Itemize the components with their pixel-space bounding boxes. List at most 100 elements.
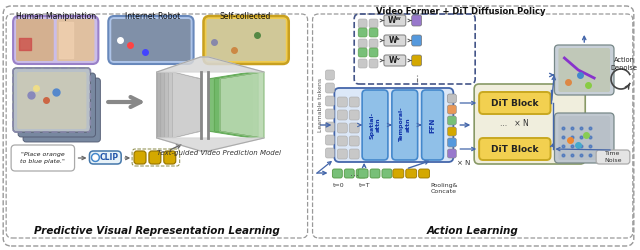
FancyBboxPatch shape — [559, 48, 610, 92]
FancyBboxPatch shape — [447, 116, 456, 125]
FancyBboxPatch shape — [326, 148, 334, 158]
FancyBboxPatch shape — [337, 110, 348, 120]
FancyBboxPatch shape — [326, 109, 334, 119]
FancyBboxPatch shape — [356, 169, 366, 178]
Text: t=0: t=0 — [333, 183, 344, 188]
Text: FFN: FFN — [429, 117, 436, 133]
Text: Action Learning: Action Learning — [426, 226, 518, 236]
FancyBboxPatch shape — [134, 151, 146, 164]
Polygon shape — [92, 154, 99, 162]
Polygon shape — [173, 72, 200, 138]
FancyBboxPatch shape — [13, 68, 90, 132]
Text: ...: ... — [349, 168, 358, 178]
Polygon shape — [214, 72, 258, 138]
FancyBboxPatch shape — [349, 97, 359, 107]
Polygon shape — [157, 57, 264, 72]
Text: CLIP: CLIP — [100, 153, 119, 162]
FancyBboxPatch shape — [337, 136, 348, 146]
FancyBboxPatch shape — [554, 45, 614, 95]
FancyBboxPatch shape — [358, 28, 367, 37]
Text: Text-guided Video Prediction Model: Text-guided Video Prediction Model — [157, 150, 282, 156]
FancyBboxPatch shape — [16, 19, 54, 61]
Text: Pooling&
Concate: Pooling& Concate — [431, 183, 458, 194]
FancyBboxPatch shape — [447, 105, 456, 114]
FancyBboxPatch shape — [412, 55, 422, 66]
FancyBboxPatch shape — [17, 72, 86, 129]
FancyBboxPatch shape — [337, 97, 348, 107]
FancyBboxPatch shape — [358, 169, 368, 178]
FancyBboxPatch shape — [369, 39, 378, 48]
FancyBboxPatch shape — [11, 145, 75, 171]
Text: Self-collected: Self-collected — [220, 12, 271, 21]
Text: × N: × N — [458, 160, 470, 166]
FancyBboxPatch shape — [362, 90, 388, 160]
FancyBboxPatch shape — [447, 94, 456, 103]
FancyBboxPatch shape — [326, 135, 334, 145]
FancyBboxPatch shape — [108, 16, 193, 64]
FancyBboxPatch shape — [358, 59, 367, 68]
FancyBboxPatch shape — [393, 169, 404, 178]
FancyBboxPatch shape — [111, 19, 191, 61]
FancyBboxPatch shape — [326, 70, 334, 80]
FancyBboxPatch shape — [332, 169, 342, 178]
FancyBboxPatch shape — [370, 169, 380, 178]
FancyBboxPatch shape — [57, 19, 95, 61]
Text: Temporal-
attn: Temporal- attn — [399, 108, 410, 142]
FancyBboxPatch shape — [479, 92, 550, 114]
FancyBboxPatch shape — [369, 19, 378, 28]
FancyBboxPatch shape — [554, 113, 614, 163]
FancyBboxPatch shape — [479, 138, 550, 160]
Polygon shape — [209, 72, 252, 138]
FancyBboxPatch shape — [326, 122, 334, 132]
Text: "Place orange
to blue plate.": "Place orange to blue plate." — [20, 152, 65, 164]
Polygon shape — [220, 72, 264, 138]
Text: Human Manipulation: Human Manipulation — [15, 12, 96, 21]
FancyBboxPatch shape — [412, 35, 422, 46]
Polygon shape — [161, 72, 200, 138]
FancyBboxPatch shape — [358, 39, 367, 48]
FancyBboxPatch shape — [344, 169, 354, 178]
FancyBboxPatch shape — [349, 123, 359, 133]
FancyBboxPatch shape — [207, 19, 286, 61]
Text: Learnable tokens: Learnable tokens — [318, 78, 323, 132]
Text: DiT Block: DiT Block — [491, 98, 539, 108]
Polygon shape — [157, 138, 264, 151]
FancyBboxPatch shape — [358, 19, 367, 28]
FancyBboxPatch shape — [337, 123, 348, 133]
Text: t=T: t=T — [358, 183, 370, 188]
FancyBboxPatch shape — [334, 88, 453, 162]
FancyBboxPatch shape — [149, 151, 161, 164]
FancyBboxPatch shape — [382, 169, 392, 178]
Text: Spatial-
attn: Spatial- attn — [369, 112, 381, 138]
FancyBboxPatch shape — [349, 136, 359, 146]
FancyBboxPatch shape — [384, 15, 406, 26]
FancyBboxPatch shape — [384, 35, 406, 46]
FancyBboxPatch shape — [164, 151, 176, 164]
FancyBboxPatch shape — [474, 84, 585, 164]
FancyBboxPatch shape — [369, 48, 378, 57]
FancyBboxPatch shape — [392, 90, 418, 160]
FancyBboxPatch shape — [447, 127, 456, 136]
Text: Time
Noise: Time Noise — [604, 152, 621, 162]
FancyBboxPatch shape — [23, 78, 100, 142]
FancyBboxPatch shape — [13, 68, 90, 132]
FancyBboxPatch shape — [447, 149, 456, 158]
FancyBboxPatch shape — [419, 169, 429, 178]
FancyBboxPatch shape — [90, 151, 121, 164]
Polygon shape — [165, 72, 200, 138]
FancyBboxPatch shape — [349, 149, 359, 159]
FancyBboxPatch shape — [369, 28, 378, 37]
Text: Wᵛ: Wᵛ — [388, 56, 401, 65]
Text: DiT Block: DiT Block — [491, 144, 539, 154]
FancyBboxPatch shape — [337, 149, 348, 159]
FancyBboxPatch shape — [13, 16, 99, 64]
FancyBboxPatch shape — [349, 110, 359, 120]
Text: Action
Denoise: Action Denoise — [611, 57, 637, 71]
FancyBboxPatch shape — [369, 59, 378, 68]
FancyBboxPatch shape — [326, 96, 334, 106]
Text: Wᵏ: Wᵏ — [388, 36, 401, 45]
FancyBboxPatch shape — [406, 169, 417, 178]
Text: Wᵂ: Wᵂ — [388, 16, 402, 25]
FancyBboxPatch shape — [422, 90, 444, 160]
FancyBboxPatch shape — [596, 150, 630, 164]
